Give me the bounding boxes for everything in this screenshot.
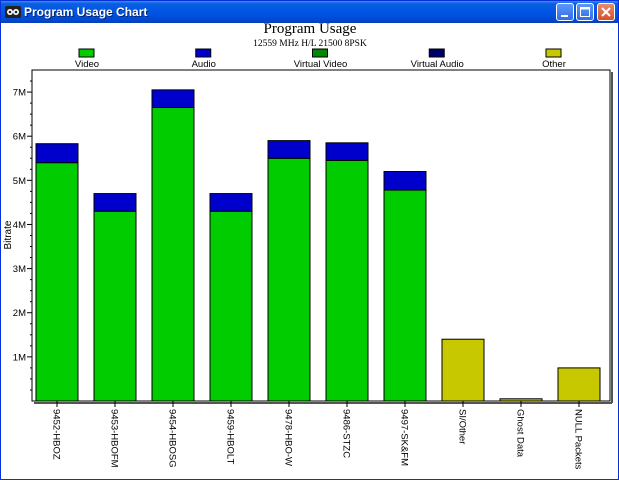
x-tick-label-9: NULL Packets [573, 409, 584, 470]
y-tick-label-2: 3M [13, 264, 26, 275]
y-tick-label-5: 6M [13, 132, 26, 143]
minimize-icon [561, 15, 568, 17]
legend-label-2: Virtual Video [294, 59, 348, 70]
y-axis: 1M 2M 3M 4M 5M 6M 7M [13, 80, 32, 391]
y-tick-label-4: 5M [13, 176, 26, 187]
chart-title: Program Usage [264, 23, 357, 37]
close-icon [601, 7, 611, 17]
legend-label-4: Other [542, 59, 566, 70]
x-tick-label-7: SI/Other [457, 409, 468, 444]
bar-series [35, 89, 601, 402]
legend-swatch-0 [78, 48, 95, 58]
x-tick-label-3: 9459-HBOLT [225, 409, 236, 464]
x-tick-label-2: 9454-HBOSG [167, 409, 178, 468]
x-axis: 9452-HBOZ 9453-HBOFM 9454-HBOSG 9459-HBOLT 9… [51, 401, 584, 470]
y-tick-label-0: 1M [13, 352, 26, 363]
maximize-icon [580, 7, 590, 17]
x-tick-label-0: 9452-HBOZ [51, 409, 62, 460]
legend-label-0: Video [75, 59, 99, 70]
minimize-button[interactable] [556, 3, 574, 21]
maximize-button[interactable] [576, 3, 594, 21]
x-tick-label-1: 9453-HBOFM [109, 409, 120, 468]
bar-4-video [267, 157, 311, 402]
chart-legend: Video Audio Virtual Video Virtual Audio Othe… [75, 48, 566, 70]
legend-swatch-3 [428, 48, 445, 58]
x-tick-label-8: Ghost Data [515, 409, 526, 458]
legend-label-3: Virtual Audio [411, 59, 464, 70]
close-button[interactable] [597, 3, 615, 21]
window-title: Program Usage Chart [24, 5, 148, 19]
x-tick-label-5: 9486-STZC [341, 409, 352, 458]
bar-9-other [557, 367, 601, 402]
bar-8-other [499, 398, 543, 402]
bar-6-audio [383, 171, 427, 191]
bar-3-video [209, 210, 253, 402]
legend-swatch-2 [312, 48, 328, 58]
bar-6-video [383, 189, 427, 402]
title-bar[interactable]: Program Usage Chart [1, 1, 618, 23]
chart-subtitle: 12559 MHz H/L 21500 8PSK [253, 39, 367, 49]
bar-0-audio [35, 143, 79, 164]
legend-label-1: Audio [192, 59, 216, 70]
program-usage-chart: Program Usage 12559 MHz H/L 21500 8PSK V… [3, 23, 613, 470]
legend-swatch-1 [195, 48, 212, 58]
bar-5-video [325, 159, 369, 402]
bar-4-audio [267, 140, 311, 159]
x-tick-label-6: 9497-SK&FM [399, 409, 410, 466]
y-tick-label-6: 7M [13, 88, 26, 99]
bar-7-other [441, 338, 485, 402]
bar-2-audio [151, 89, 195, 109]
bar-2-video [151, 107, 195, 402]
x-tick-label-4: 9478-HBO-W [283, 409, 294, 466]
y-tick-label-3: 4M [13, 220, 26, 231]
bar-0-video [35, 162, 79, 402]
y-tick-label-1: 2M [13, 308, 26, 319]
bar-1-video [93, 210, 137, 402]
chart-app-icon [5, 6, 21, 18]
legend-swatch-4 [545, 48, 562, 58]
bar-3-audio [209, 193, 253, 212]
bar-1-audio [93, 193, 137, 212]
bar-5-audio [325, 142, 369, 161]
y-axis-label: Bitrate [3, 220, 14, 249]
